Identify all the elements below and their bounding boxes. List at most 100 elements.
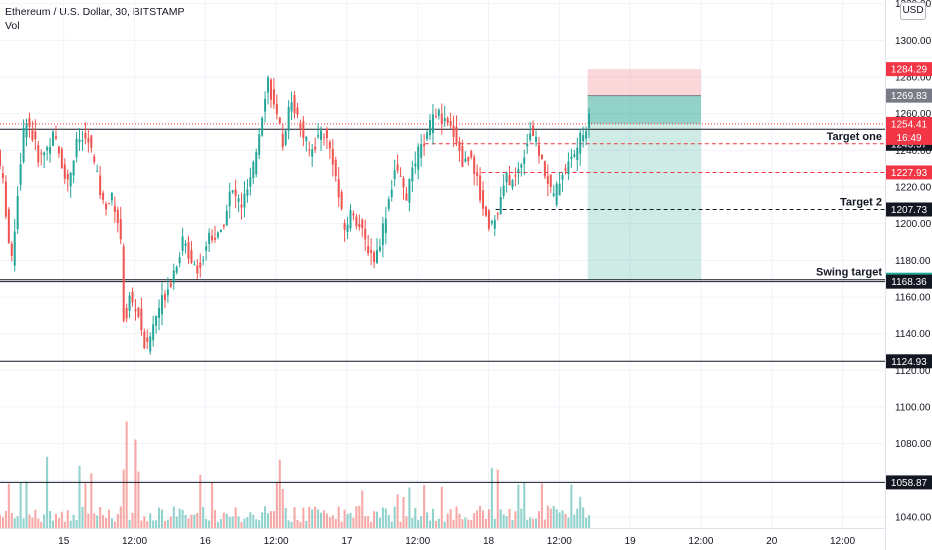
volume-bar	[523, 483, 526, 528]
target-price-badge[interactable]	[886, 165, 932, 180]
candle-body	[255, 152, 258, 175]
bar-countdown-text: 16:49	[896, 133, 921, 144]
candle-body	[54, 136, 57, 139]
volume-bar	[517, 484, 520, 528]
candle-body	[573, 154, 576, 157]
level-price-badge[interactable]	[886, 274, 932, 289]
candle-body	[290, 102, 293, 112]
level-price-badge[interactable]	[886, 354, 932, 369]
volume-bar	[134, 439, 137, 528]
candle-body	[570, 156, 573, 160]
candle-body	[40, 152, 43, 154]
candle-body	[208, 232, 211, 244]
stop-price-badge[interactable]	[886, 62, 932, 77]
volume-bar	[231, 516, 234, 528]
time-tick-label: 12:00	[688, 536, 713, 547]
candle-body	[199, 262, 202, 268]
candle-body	[367, 246, 370, 254]
candle-body	[155, 315, 158, 326]
candle-body	[343, 222, 346, 230]
volume-bar	[440, 486, 443, 528]
volume-bar	[364, 516, 367, 528]
candle-body	[487, 210, 490, 229]
volume-legend[interactable]: Vol	[5, 20, 20, 32]
candle-body	[443, 118, 446, 122]
candle-body	[281, 133, 284, 148]
volume-bar	[78, 465, 81, 528]
candle-body	[184, 243, 187, 246]
volume-bar	[464, 517, 467, 528]
volume-bar	[175, 516, 178, 528]
volume-bar	[228, 516, 231, 528]
candle-body	[90, 135, 93, 148]
volume-bar	[99, 507, 102, 528]
volume-bar	[1, 517, 4, 528]
volume-bar	[532, 518, 535, 528]
candle-body	[22, 127, 25, 162]
candle-body	[102, 192, 105, 200]
candle-body	[240, 204, 243, 208]
candle-body	[523, 157, 526, 164]
candle-body	[493, 219, 496, 229]
candle-body	[582, 135, 585, 142]
volume-bar	[19, 483, 22, 528]
volume-bar	[346, 513, 349, 528]
candle-body	[81, 140, 84, 142]
currency-button[interactable]: USD	[900, 2, 926, 20]
candle-body	[579, 132, 582, 154]
volume-bar	[249, 512, 252, 528]
candle-body	[337, 179, 340, 198]
candle-body	[455, 127, 458, 144]
candle-body	[131, 291, 134, 303]
candle-body	[46, 147, 49, 151]
volume-bar	[116, 513, 119, 528]
candle-body	[479, 175, 482, 201]
volume-bar	[417, 520, 420, 528]
volume-bar	[573, 514, 576, 528]
volume-bar	[405, 516, 408, 528]
symbol-title[interactable]: Ethereum / U.S. Dollar, 30, BITSTAMP	[5, 6, 185, 18]
volume-bar	[514, 511, 517, 528]
price-tick-label: 1200.00	[895, 219, 932, 230]
volume-bar	[46, 456, 49, 528]
entry-price-badge[interactable]	[886, 88, 932, 103]
volume-bar	[13, 518, 16, 528]
target-annotation: Target one	[827, 131, 882, 143]
volume-bar	[546, 505, 549, 528]
candle-body	[275, 103, 278, 115]
candle-body	[499, 196, 502, 215]
candle-body	[272, 89, 275, 105]
candle-body	[484, 206, 487, 216]
level-price-badge-text: 1124.93	[891, 357, 927, 368]
last-price-badge[interactable]	[886, 116, 932, 145]
volume-bar	[473, 513, 476, 528]
candle-body	[508, 175, 511, 186]
volume-bar	[370, 521, 373, 528]
target-price-badge[interactable]	[886, 202, 932, 217]
candle-body	[25, 123, 28, 138]
candle-body	[546, 176, 549, 184]
candle-body	[537, 145, 540, 156]
candle-body	[320, 130, 323, 140]
level-price-badge[interactable]	[886, 475, 932, 490]
volume-bar	[63, 521, 66, 528]
volume-bar	[437, 518, 440, 528]
candle-body	[437, 109, 440, 116]
take-profit-zone[interactable]	[587, 95, 701, 280]
candle-body	[558, 183, 561, 196]
time-tick-label: 12:00	[264, 536, 289, 547]
candle-body	[299, 123, 302, 130]
volume-bar	[443, 521, 446, 528]
candle-body	[13, 231, 16, 266]
volume-bar	[296, 519, 299, 528]
volume-bar	[402, 496, 405, 528]
candle-body	[169, 283, 172, 287]
candle-body	[78, 139, 81, 143]
volume-bar	[122, 469, 125, 528]
candle-body	[381, 223, 384, 246]
candle-body	[152, 324, 155, 341]
stop-loss-zone[interactable]	[587, 69, 701, 96]
volume-bar	[131, 512, 134, 528]
volume-bar	[484, 518, 488, 528]
